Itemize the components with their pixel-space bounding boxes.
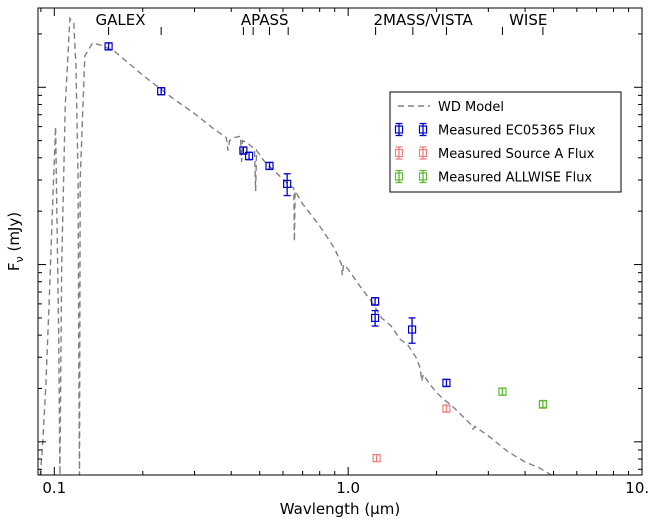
point-marker [442,404,451,413]
point-marker [538,400,548,409]
point-marker [394,172,404,181]
legend: WD Model Measured EC05365 Flux Measured So… [389,91,622,193]
legend-marker-icon [418,146,428,160]
point-marker [372,453,381,463]
point-marker [418,148,428,158]
survey-label: 2MASS/VISTA [374,11,474,29]
data-point-ec [244,151,254,161]
data-point-wise [538,399,548,409]
point-marker [418,125,428,134]
data-point-ec [265,161,274,171]
data-point-ec [157,87,166,96]
legend-label: Measured ALLWISE Flux [438,171,592,186]
data-point-ec [104,42,113,51]
data-point-ec [407,317,417,344]
survey-label: GALEX [96,11,146,29]
data-point-ec [442,378,451,388]
point-marker [418,172,428,181]
legend-marker-icon [394,122,404,137]
point-marker [370,313,380,323]
data-point-ec [283,173,292,197]
data-point-wise [498,387,507,396]
point-marker [442,378,451,387]
legend-marker-icon [394,146,404,160]
survey-label: WISE [509,11,547,29]
legend-marker-icon [418,122,428,137]
point-marker [244,151,254,161]
point-marker [370,297,380,306]
data-points [104,42,548,463]
x-axis-title: Wavlength (μm) [280,500,400,518]
data-point-ec [239,146,248,155]
legend-marker-icon [418,169,428,184]
plot-frame [37,7,643,476]
point-marker [283,179,292,189]
point-marker [394,125,404,134]
survey-label: APASS [241,11,289,29]
point-marker [394,148,404,158]
legend-entry: Measured Source A Flux [394,146,595,162]
point-marker [157,87,166,96]
data-point-ec [370,309,380,327]
legend-label: WD Model [438,100,504,115]
point-marker [239,146,248,155]
legend-box [389,91,622,193]
legend-marker-icon [394,169,404,184]
wd-model-curve [39,16,552,475]
x-tick-label: 1.0 [336,479,360,497]
x-tick-label: 0.1 [42,479,66,497]
legend-entry: Measured EC05365 Flux [394,122,596,139]
data-point-ec [370,297,380,306]
point-marker [407,325,417,334]
wd-model-line [39,16,552,475]
axis-ticks: 0.1 1.0 10.0 [38,8,649,497]
legend-entry: WD Model [398,100,504,115]
legend-entry: Measured ALLWISE Flux [394,169,592,186]
data-point-srcA [372,453,381,463]
legend-label: Measured Source A Flux [438,147,595,162]
y-axis-title: Fν (mJy) [5,212,26,271]
survey-labels: GALEX APASS 2MASS/VISTA WISE [96,11,547,35]
point-marker [265,161,274,171]
legend-label: Measured EC05365 Flux [438,124,596,139]
x-tick-label: 10.0 [625,479,649,497]
data-point-srcA [442,404,451,413]
point-marker [498,387,507,396]
point-marker [104,42,113,51]
